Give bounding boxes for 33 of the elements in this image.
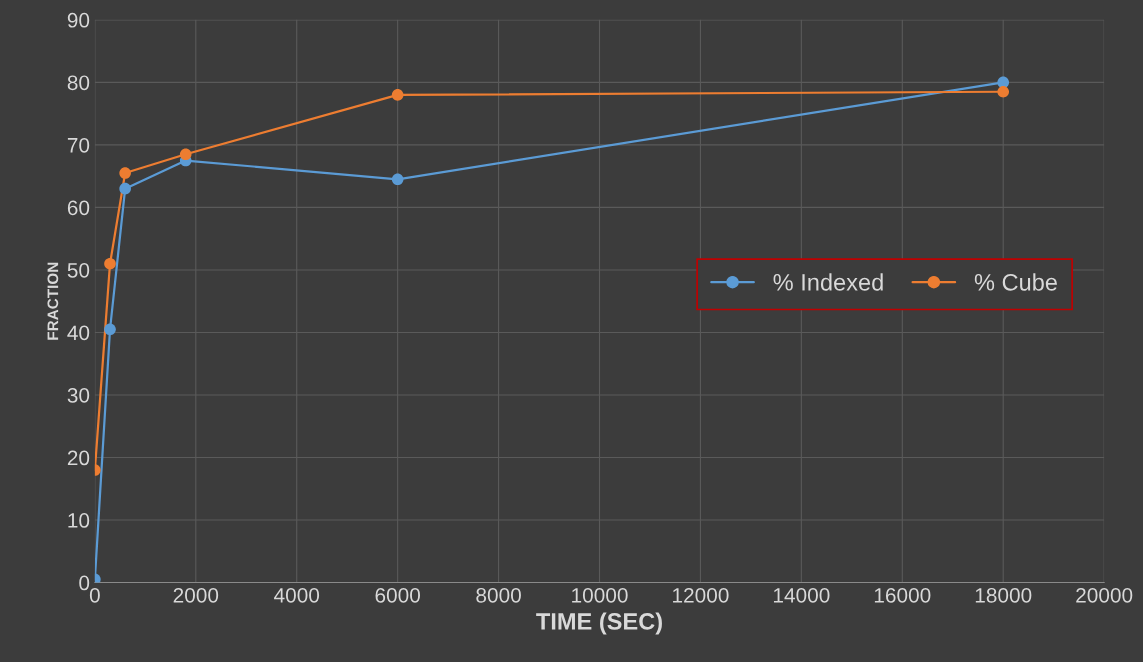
point [119,167,131,179]
legend-label: % Cube [974,273,1057,291]
x-tick-label: 16000 [874,587,931,603]
y-tick-label: 0 [79,575,90,591]
y-tick-label: 60 [67,200,90,216]
y-axis-title: FRACTION [47,262,59,340]
point [391,89,404,101]
y-tick-label: 10 [68,513,90,528]
x-tick-label: 14000 [773,587,830,603]
x-axis-title: TIME (SEC) [536,612,662,635]
legend-label: % Indexed [773,273,883,291]
point [119,182,131,195]
point [104,323,116,336]
x-tick-label: 6000 [375,587,421,603]
x-tick-label: 12000 [673,587,729,603]
y-tick-label: 50 [67,262,90,278]
point [391,173,404,186]
y-tick-label: 40 [67,325,90,341]
y-tick-label: 20 [67,450,90,466]
point [104,257,116,270]
x-tick-label: 4000 [274,587,320,603]
x-tick-label: 10000 [572,587,628,603]
y-tick-label: 90 [67,12,90,28]
point [997,85,1010,98]
x-tick-label: 0 [89,587,100,603]
y-tick-label: 30 [67,387,90,403]
x-tick-label: 2000 [173,587,219,603]
x-tick-label: 20000 [1076,587,1133,603]
x-tick-label: 18000 [975,587,1032,603]
y-tick-label: 70 [67,137,90,153]
y-tick-label: 80 [67,75,90,91]
x-tick-label: 8000 [476,587,521,603]
point [179,148,192,161]
